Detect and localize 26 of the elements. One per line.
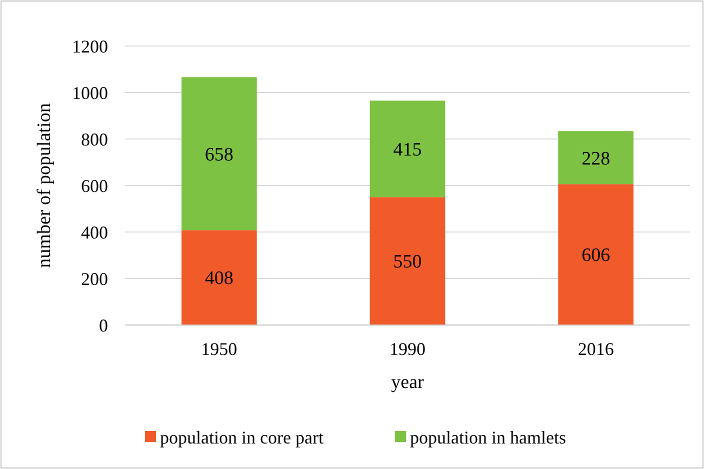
data-label: 408 — [204, 268, 234, 290]
bar — [370, 100, 446, 198]
x-tick-label: 2016 — [578, 339, 614, 359]
y-tick-label: 1200 — [72, 36, 108, 56]
bar — [558, 184, 634, 325]
data-label: 228 — [582, 148, 610, 170]
bar — [182, 230, 257, 325]
legend-label: population in hamlets — [410, 427, 566, 448]
y-tick-label: 0 — [99, 315, 108, 336]
y-tick-label: 200 — [81, 268, 108, 289]
y-tick-label: 1000 — [72, 82, 108, 103]
y-axis-title: number of population — [34, 102, 55, 268]
bar — [558, 131, 634, 184]
y-tick-label: 600 — [81, 176, 108, 196]
legend-label: population in core part — [160, 427, 324, 448]
y-tick-label: 800 — [81, 129, 108, 150]
bar — [370, 197, 446, 325]
bar — [182, 77, 257, 230]
x-axis-title: year — [391, 372, 425, 393]
data-label: 415 — [393, 140, 422, 161]
y-tick-label: 400 — [81, 222, 108, 242]
x-tick-label: 1990 — [390, 339, 426, 359]
x-tick-label: 1950 — [201, 339, 238, 359]
data-label: 606 — [582, 245, 610, 266]
data-label: 550 — [393, 252, 422, 273]
data-label: 658 — [204, 144, 234, 166]
